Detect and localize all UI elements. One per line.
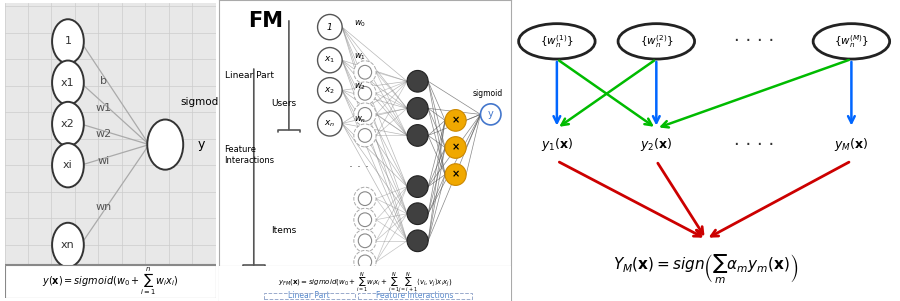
Circle shape <box>407 70 428 92</box>
Text: 1: 1 <box>65 36 71 46</box>
Text: $y(\mathbf{x}) = sigmoid(w_0 + \sum_{i=1}^{n} w_i x_i)$: $y(\mathbf{x}) = sigmoid(w_0 + \sum_{i=1… <box>42 265 178 297</box>
Text: w1: w1 <box>95 103 112 113</box>
Circle shape <box>407 230 428 252</box>
Circle shape <box>318 78 342 103</box>
Circle shape <box>52 223 84 267</box>
Circle shape <box>354 61 376 84</box>
Text: y: y <box>197 138 205 151</box>
Text: $y_1(\mathbf{x})$: $y_1(\mathbf{x})$ <box>541 136 573 153</box>
Circle shape <box>354 103 376 126</box>
Text: $Y_M(\mathbf{x}) = sign\left(\sum_{m} \alpha_m y_m(\mathbf{x})\right)$: $Y_M(\mathbf{x}) = sign\left(\sum_{m} \a… <box>614 252 798 285</box>
Circle shape <box>358 192 372 206</box>
FancyBboxPatch shape <box>4 265 216 298</box>
Text: Users: Users <box>272 99 296 108</box>
Circle shape <box>354 208 376 231</box>
Circle shape <box>446 110 466 131</box>
Circle shape <box>52 61 84 105</box>
Text: $w_n$: $w_n$ <box>354 115 366 125</box>
Text: ×: × <box>452 115 460 126</box>
Circle shape <box>358 129 372 142</box>
Circle shape <box>407 98 428 119</box>
Text: xi: xi <box>63 160 73 170</box>
Text: $\{w_n^{(1)}\}$: $\{w_n^{(1)}\}$ <box>540 33 573 50</box>
Text: $x_2$: $x_2$ <box>324 85 336 95</box>
Circle shape <box>358 65 372 79</box>
Circle shape <box>148 119 184 170</box>
Text: y: y <box>488 109 493 119</box>
Circle shape <box>481 104 501 125</box>
Circle shape <box>354 124 376 147</box>
Circle shape <box>354 187 376 210</box>
Text: x1: x1 <box>61 78 75 88</box>
Text: Linear Part: Linear Part <box>289 291 330 300</box>
Ellipse shape <box>518 24 595 59</box>
Text: w2: w2 <box>95 129 112 139</box>
Text: $y_M(\mathbf{x})$: $y_M(\mathbf{x})$ <box>834 136 868 153</box>
Circle shape <box>52 102 84 146</box>
Circle shape <box>52 19 84 64</box>
Circle shape <box>354 229 376 252</box>
Text: $x_n$: $x_n$ <box>324 118 336 129</box>
Circle shape <box>407 176 428 197</box>
Circle shape <box>358 107 372 121</box>
Circle shape <box>446 164 466 185</box>
Text: $y_2(\mathbf{x})$: $y_2(\mathbf{x})$ <box>640 136 672 153</box>
Text: ×: × <box>452 169 460 180</box>
Circle shape <box>446 137 466 158</box>
Text: sigmoid: sigmoid <box>472 89 503 98</box>
Text: $x_1$: $x_1$ <box>324 55 336 65</box>
Circle shape <box>407 203 428 225</box>
Text: $w_1$: $w_1$ <box>354 51 365 62</box>
Text: $w_2$: $w_2$ <box>354 82 365 92</box>
Text: x2: x2 <box>61 119 75 129</box>
Text: wn: wn <box>95 202 112 212</box>
Circle shape <box>358 213 372 227</box>
Text: $\{w_n^{(M)}\}$: $\{w_n^{(M)}\}$ <box>833 33 869 50</box>
Ellipse shape <box>814 24 889 59</box>
Text: $y_{FM}(\mathbf{x}) = sigmoid(w_0 + \sum_{i=1}^{N} w_i x_i + \sum_{i=1}^{N}\sum_: $y_{FM}(\mathbf{x}) = sigmoid(w_0 + \sum… <box>278 270 452 295</box>
Text: Feature Interactions: Feature Interactions <box>376 291 454 300</box>
Circle shape <box>52 143 84 187</box>
Circle shape <box>358 86 372 100</box>
Text: 1: 1 <box>327 23 333 32</box>
Text: · · · ·: · · · · <box>734 135 774 154</box>
Text: ×: × <box>452 142 460 153</box>
Text: Items: Items <box>272 226 297 235</box>
Bar <box>357 293 472 299</box>
Ellipse shape <box>618 24 695 59</box>
Text: b: b <box>101 76 107 86</box>
FancyBboxPatch shape <box>219 266 511 301</box>
Text: Feature
Interactions: Feature Interactions <box>224 145 274 165</box>
Text: Linear Part: Linear Part <box>224 71 274 80</box>
Circle shape <box>318 14 342 40</box>
Bar <box>264 293 355 299</box>
Circle shape <box>358 234 372 248</box>
Circle shape <box>354 82 376 105</box>
Text: $w_0$: $w_0$ <box>354 18 366 29</box>
Text: FM: FM <box>248 11 283 30</box>
Text: $\{w_n^{(2)}\}$: $\{w_n^{(2)}\}$ <box>640 33 673 50</box>
Text: xn: xn <box>61 240 75 250</box>
Text: · · ·: · · · <box>349 160 369 174</box>
Circle shape <box>318 111 342 136</box>
Circle shape <box>318 48 342 73</box>
Circle shape <box>358 255 372 269</box>
Text: sigmod: sigmod <box>180 97 219 107</box>
Text: · · · ·: · · · · <box>734 32 774 50</box>
Text: wi: wi <box>98 156 110 166</box>
Circle shape <box>407 125 428 146</box>
Circle shape <box>354 250 376 273</box>
